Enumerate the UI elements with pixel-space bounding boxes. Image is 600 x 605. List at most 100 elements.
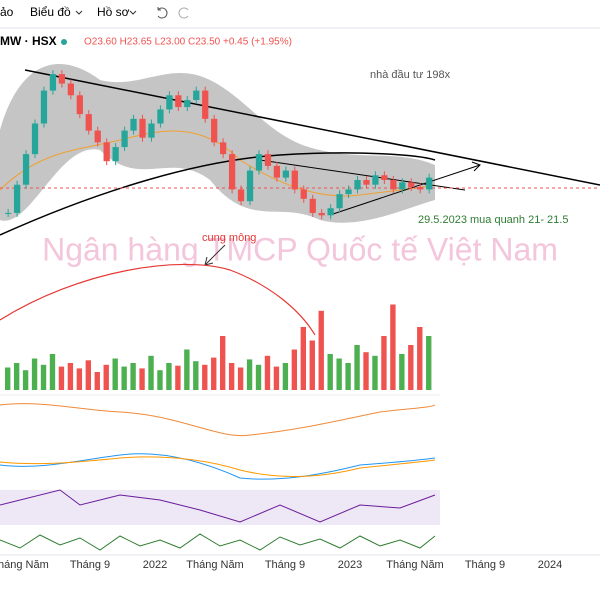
volume-bar <box>336 358 342 390</box>
toolbar-item[interactable]: Biểu đồ <box>30 5 71 19</box>
volume-bar <box>372 355 378 390</box>
candle <box>40 90 48 124</box>
x-axis-label: Tháng 9 <box>265 559 305 571</box>
volume-bar <box>103 364 109 390</box>
arrow <box>471 161 481 172</box>
volume-bar <box>40 364 47 390</box>
candle <box>175 95 182 108</box>
candle <box>157 109 164 124</box>
candle <box>13 184 21 213</box>
volume-bar <box>246 359 253 390</box>
x-axis-label: Tháng Năm <box>186 559 243 571</box>
candle <box>309 198 316 213</box>
candle <box>318 212 325 216</box>
x-axis-label: Tháng Năm <box>0 559 49 571</box>
volume-bar <box>318 310 324 390</box>
undo[interactable] <box>157 7 168 19</box>
arrow <box>204 244 226 266</box>
x-axis-label: 2022 <box>143 559 167 571</box>
volume-bar <box>211 357 217 390</box>
volume-bar <box>282 363 289 390</box>
volume-bar <box>291 349 298 390</box>
candle <box>67 83 74 96</box>
trendline <box>329 164 481 216</box>
volume-bar <box>255 364 262 390</box>
volume-bar <box>49 354 56 390</box>
x-axis-label: Tháng 9 <box>465 559 505 571</box>
candle <box>255 154 263 171</box>
candle <box>112 147 119 162</box>
candle <box>408 182 415 188</box>
volume-bar <box>85 360 91 390</box>
volume-bar <box>157 370 163 390</box>
volume-bar <box>408 345 414 390</box>
candle <box>193 90 200 100</box>
volume-bar <box>5 367 11 390</box>
volume-bar <box>220 336 226 390</box>
dropdown-arrow <box>129 10 137 15</box>
candle <box>426 177 433 190</box>
volume-bar <box>381 336 387 390</box>
candle <box>381 175 388 180</box>
candle <box>121 130 128 148</box>
dropdown-arrow <box>75 10 83 15</box>
toolbar-item[interactable]: ảo <box>0 5 14 19</box>
band <box>0 64 435 223</box>
candle <box>202 90 209 119</box>
annotation: cung mông <box>202 232 256 244</box>
volume-bar <box>94 372 100 390</box>
candle <box>327 208 334 216</box>
rsi-band <box>0 490 440 525</box>
volume-bar <box>237 367 244 390</box>
toolbar-item[interactable]: Hồ sơ <box>97 5 130 19</box>
volume-bar <box>112 358 118 390</box>
volume-bar <box>202 364 208 390</box>
signal-line <box>0 456 436 478</box>
volume-bar <box>300 327 306 390</box>
volume-bar <box>390 304 396 390</box>
candle <box>85 114 92 131</box>
volume-bar <box>31 358 38 390</box>
volume-bar <box>76 368 83 390</box>
candle <box>246 170 254 202</box>
volume-bar <box>327 354 333 390</box>
candle <box>130 118 137 131</box>
volume-bar <box>58 366 65 390</box>
annotation: 29.5.2023 mua quanh 21- 21.5 <box>418 214 568 226</box>
volume-bar <box>399 354 405 390</box>
candle <box>228 154 236 190</box>
volume-bar <box>426 336 432 390</box>
rsi-line <box>0 489 436 523</box>
volume-bar <box>228 363 235 390</box>
annotation: nhà đầu tư 198x <box>370 69 451 81</box>
volume-bar <box>166 363 172 390</box>
trendline <box>24 69 600 186</box>
volume-bar <box>148 355 154 390</box>
candle <box>300 189 307 199</box>
candle <box>94 130 101 143</box>
candle <box>49 74 57 91</box>
x-axis-label: Tháng Năm <box>386 559 443 571</box>
volume-bar <box>13 363 20 390</box>
volume-bar <box>121 366 127 390</box>
status-dot <box>61 39 67 45</box>
x-axis-label: Tháng 9 <box>70 559 110 571</box>
volume-bar <box>363 352 369 390</box>
candle <box>273 165 281 178</box>
redo[interactable] <box>178 7 189 19</box>
candle <box>31 123 39 155</box>
histogram-outline <box>0 403 436 437</box>
candle <box>291 170 298 190</box>
candle <box>184 100 191 108</box>
candle <box>220 142 227 155</box>
candle <box>5 212 12 214</box>
legend-ohlc: O23.60 H23.65 L23.00 C23.50 +0.45 (+1.95… <box>84 37 292 48</box>
x-axis-label: 2024 <box>538 559 562 571</box>
volume-bar <box>273 366 280 390</box>
candle <box>58 74 66 84</box>
arc <box>0 263 316 336</box>
candle <box>211 118 218 143</box>
watermark: Ngân hàng TMCP Quốc tế Việt Nam <box>42 231 558 267</box>
volume-bar <box>22 370 29 390</box>
